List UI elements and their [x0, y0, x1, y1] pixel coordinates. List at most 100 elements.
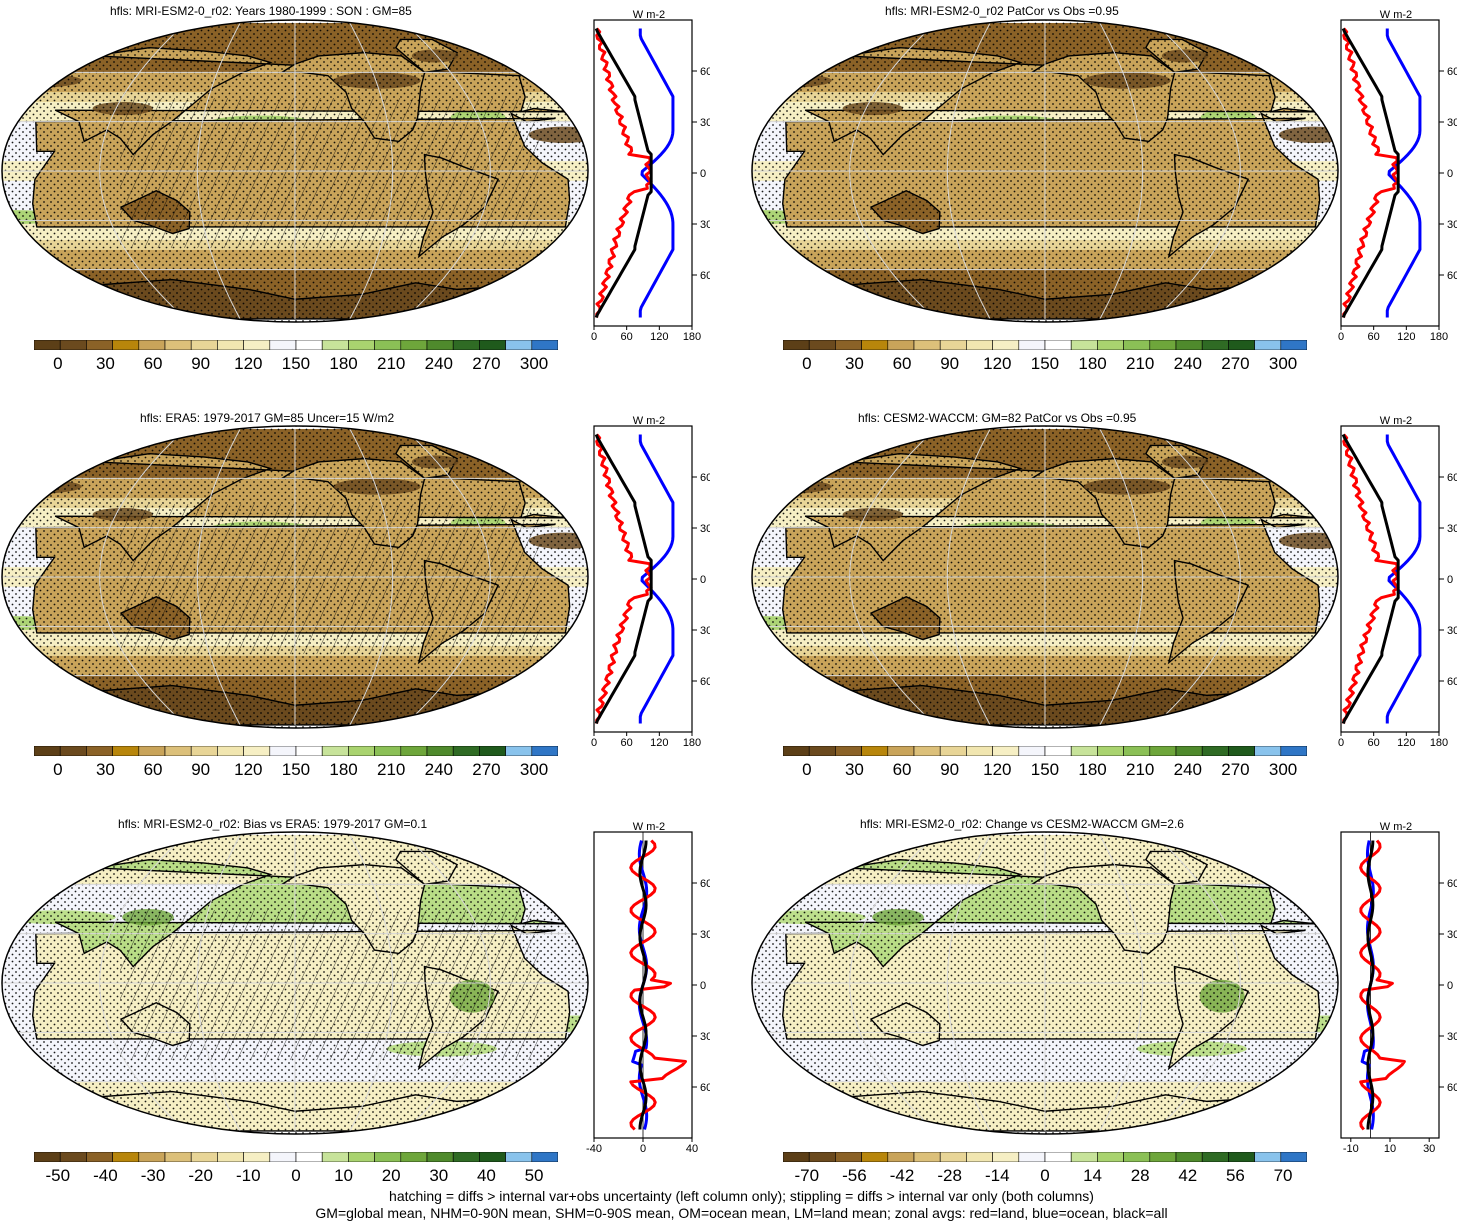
zonal-all-curve	[638, 840, 648, 1130]
zonal-ocean-curve	[1385, 434, 1422, 724]
colorbar-swatch	[1280, 1152, 1307, 1162]
colorbar-swatch	[164, 1152, 192, 1162]
colorbar-swatch	[1044, 746, 1072, 756]
zonal-lat-label: 0	[1447, 168, 1453, 180]
colorbar-swatch	[164, 340, 192, 350]
zonal-plot-6: W m-2 60N 30N 0 30S 60S -10 10 30	[1340, 821, 1457, 1155]
colorbar-swatch	[531, 1152, 558, 1162]
colorbar-swatch	[913, 1152, 941, 1162]
graticule-meridian	[1099, 22, 1144, 320]
colorbar-tick-label: 300	[519, 354, 549, 373]
zonal-land-curve	[1342, 27, 1400, 318]
colorbar-swatch	[1175, 746, 1203, 756]
colorbar-swatch	[861, 1152, 889, 1162]
colorbar-tick-label: 240	[424, 760, 453, 779]
graticule-meridian	[349, 428, 394, 726]
graticule-meridian	[1099, 428, 1144, 726]
map-mri-patcor	[751, 19, 1339, 323]
colorbar-tick-label: 30	[844, 760, 864, 779]
colorbar-swatch	[400, 746, 428, 756]
colorbar-tick-label: 60	[143, 354, 163, 373]
colorbar-tick-label: 40	[476, 1166, 496, 1185]
panel-title-2: hfls: MRI-ESM2-0_r02 PatCor vs Obs =0.95	[885, 4, 1119, 18]
colorbar-tick-label: 56	[1225, 1166, 1245, 1185]
colorbar-swatch	[505, 340, 533, 350]
colorbar-tick-label: 90	[191, 354, 211, 373]
colorbar-tick-label: 240	[1173, 354, 1202, 373]
colorbar-tick-label: 30	[844, 354, 864, 373]
zonal-all-curve	[1341, 433, 1400, 725]
colorbar-tick-label: 270	[1221, 354, 1250, 373]
graticule-meridian	[349, 834, 394, 1132]
zonal-x-label: 60	[621, 331, 633, 343]
zonal-plot-5: W m-2 60N 30N 0 30S 60S -40 0 40	[586, 821, 710, 1155]
colorbar-swatch	[400, 340, 428, 350]
zonal-lat-label: 30S	[1447, 625, 1457, 637]
colorbar-swatch	[1123, 340, 1151, 350]
colorbar-swatch	[190, 746, 218, 756]
colorbar-tick-label: 0	[1040, 1166, 1050, 1185]
zonal-lat-label: 30N	[700, 117, 710, 129]
colorbar-labels-4: 0 30 60 90 120 150 180 210 240 270 300	[783, 760, 1307, 780]
colorbar-swatch	[138, 746, 166, 756]
zonal-land-curve	[1359, 839, 1406, 1131]
colorbar-swatch	[217, 746, 244, 756]
zonal-lat-label: 60S	[1447, 1082, 1457, 1094]
colorbar-swatch	[269, 746, 297, 756]
colorbar-tick-label: 210	[377, 760, 406, 779]
zonal-lat-label: 30S	[1447, 219, 1457, 231]
map-cesm2	[751, 425, 1339, 729]
zonal-plot-3: W m-2 60N 30N 0 30S 60S 0 60 120 180	[591, 415, 710, 749]
zonal-lat-label: 60N	[700, 66, 710, 78]
panel-title-3: hfls: ERA5: 1979-2017 GM=85 Uncer=15 W/m…	[140, 411, 395, 425]
zonal-all-curve	[1366, 840, 1375, 1130]
zonal-ocean-curve	[638, 434, 675, 724]
colorbar-swatch	[269, 340, 297, 350]
zonal-lat-label: 60S	[700, 270, 710, 282]
zonal-ocean-curve	[638, 28, 675, 318]
zonal-all-curve	[594, 27, 653, 319]
colorbar-swatch	[1201, 340, 1229, 350]
colorbar-swatch	[59, 1152, 87, 1162]
colorbar-swatch	[939, 746, 967, 756]
panel-title-1: hfls: MRI-ESM2-0_r02: Years 1980-1999 : …	[110, 4, 412, 18]
colorbar-swatch	[835, 746, 862, 756]
colorbar-swatch	[1070, 1152, 1098, 1162]
colorbar-tick-label: 300	[1268, 760, 1298, 779]
colorbar-tick-label: 270	[472, 760, 501, 779]
colorbar-swatch	[939, 1152, 967, 1162]
colorbar-tick-label: 10	[334, 1166, 354, 1185]
zonal-unit-label: W m-2	[633, 415, 665, 427]
zonal-x-label: 40	[686, 1143, 698, 1155]
colorbar-swatch	[505, 1152, 533, 1162]
zonal-x-label: 0	[591, 737, 597, 749]
colorbar-tick-label: 120	[234, 354, 263, 373]
colorbar-swatch	[992, 1152, 1020, 1162]
zonal-x-label: 60	[621, 737, 633, 749]
colorbar-swatch	[783, 746, 810, 756]
colorbar-tick-label: 210	[1126, 354, 1155, 373]
colorbar-swatch	[426, 340, 454, 350]
map-mri-son	[1, 19, 589, 323]
colorbar-swatch	[939, 340, 967, 350]
colorbar-swatch	[1228, 340, 1255, 350]
colorbar-swatch	[479, 1152, 506, 1162]
colorbar-swatch	[1018, 1152, 1046, 1162]
zonal-plot-2: W m-2 60N 30N 0 30S 60S 0 60 120 180	[1338, 9, 1457, 343]
colorbar-swatch	[321, 340, 349, 350]
colorbar-swatch	[1280, 340, 1307, 350]
colorbar-tick-label: 28	[1130, 1166, 1150, 1185]
colorbar-swatch	[531, 746, 558, 756]
colorbar-swatch	[808, 746, 836, 756]
zonal-lat-label: 30S	[1447, 1031, 1457, 1043]
colorbar-swatch	[531, 340, 558, 350]
zonal-lat-label: 60N	[700, 878, 710, 890]
graticule-meridian	[349, 22, 394, 320]
zonal-lat-label: 0	[700, 168, 706, 180]
graticule-meridian	[946, 834, 991, 1132]
colorbar-swatch	[1097, 746, 1124, 756]
colorbar-swatch	[1018, 340, 1046, 350]
colorbar-swatch	[1097, 340, 1124, 350]
colorbar-swatch	[1201, 1152, 1229, 1162]
graticule-meridian	[404, 834, 491, 1132]
